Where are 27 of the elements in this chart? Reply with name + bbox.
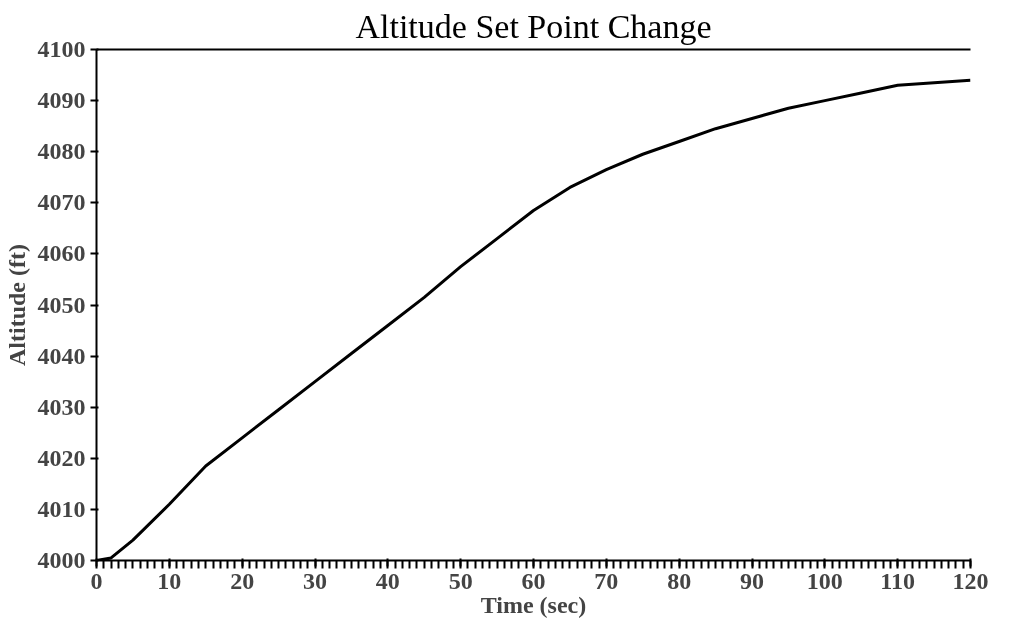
x-tick-label: 110 [880,567,916,594]
chart-title: Altitude Set Point Change [355,7,712,45]
x-tick-label: 80 [667,567,692,594]
y-tick-label: 4010 [37,495,86,522]
x-tick-label: 40 [375,567,400,594]
y-tick-label: 4060 [37,240,86,267]
y-tick-label: 4080 [37,138,86,165]
x-tick-label: 100 [806,567,843,594]
x-tick-label: 10 [157,567,182,594]
y-tick-label: 4050 [37,291,86,318]
y-axis-title: Altitude (ft) [3,244,30,366]
y-tick-label: 4000 [37,547,86,573]
x-tick-label: 30 [303,567,327,594]
y-tick-label: 4100 [37,36,86,62]
x-axis-title: Time (sec) [480,591,587,618]
x-tick-label: 0 [90,567,103,594]
y-tick-label: 4030 [37,393,86,420]
x-tick-label: 90 [740,567,764,594]
x-tick-label: 50 [448,567,473,594]
y-tick-label: 4040 [37,342,86,369]
y-tick-label: 4090 [37,87,86,114]
x-tick-label: 20 [230,567,255,594]
y-tick-label: 4020 [37,444,86,471]
x-tick-label: 70 [594,567,619,594]
x-tick-label: 60 [521,567,546,594]
y-tick-label: 4070 [37,189,86,216]
x-tick-label: 120 [952,567,989,594]
